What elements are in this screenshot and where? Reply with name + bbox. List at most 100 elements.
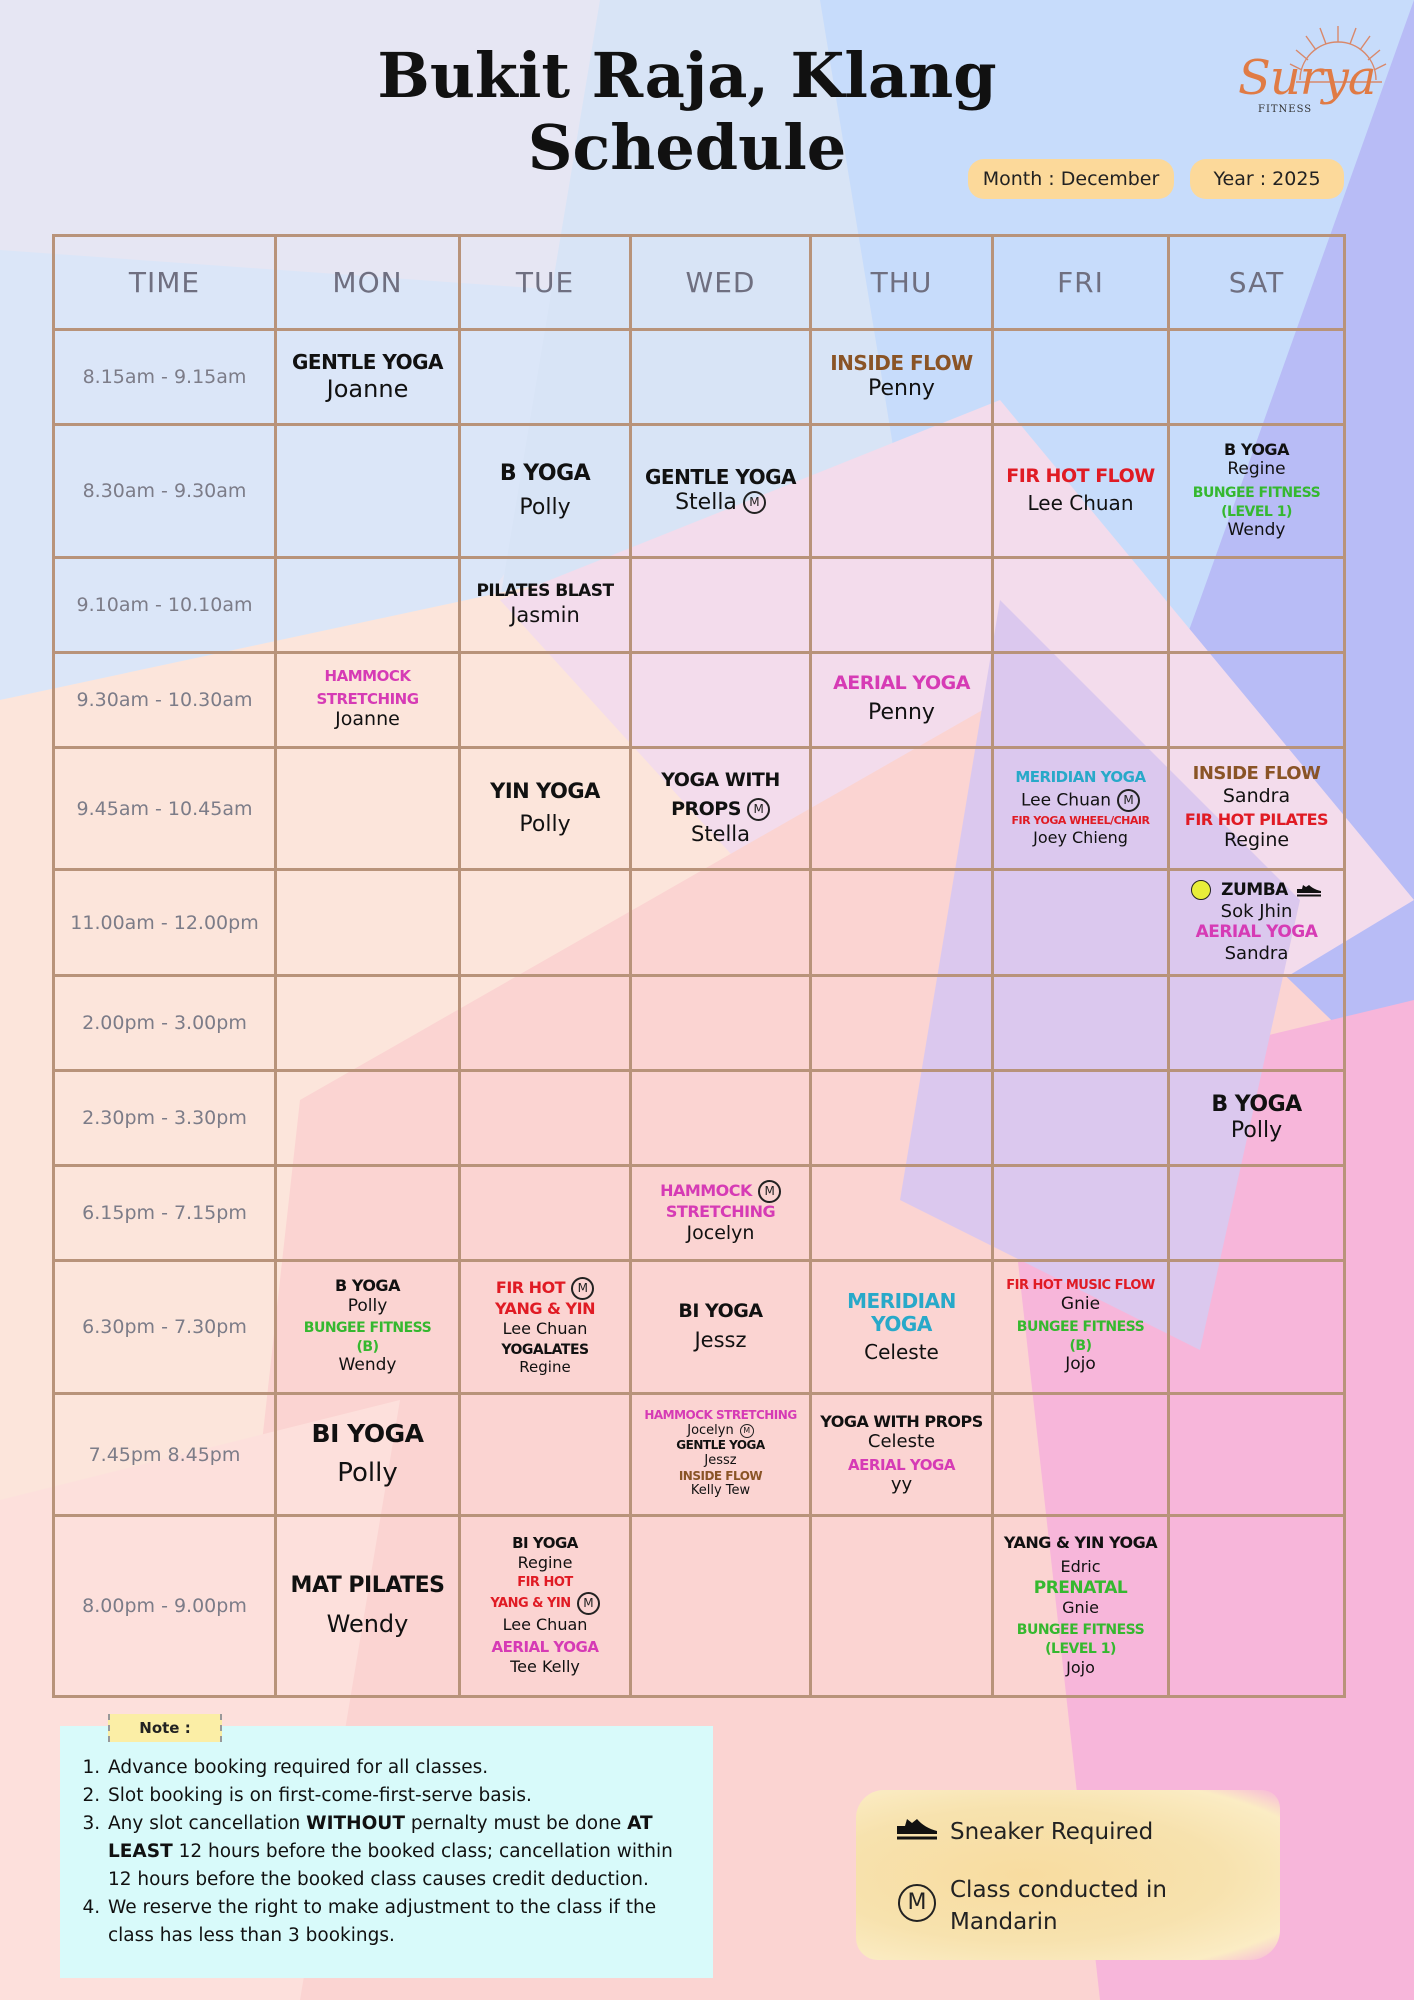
class-name: GENTLE YOGA — [645, 464, 797, 489]
year-badge: Year : 2025 — [1190, 159, 1344, 199]
table-row: 6.30pm - 7.30pm B YOGA Polly BUNGEE FITN… — [52, 1259, 1346, 1395]
class-name: B YOGA — [335, 1276, 400, 1296]
class-name-line2: STRETCHING — [316, 689, 419, 708]
class-name: BI YOGA — [512, 1534, 578, 1553]
empty-cell — [1167, 1514, 1346, 1698]
note-emphasis: WITHOUT — [306, 1813, 405, 1834]
legend-mandarin: M Class conducted in Mandarin — [894, 1874, 1167, 1938]
time-slot: 6.15pm - 7.15pm — [52, 1164, 277, 1262]
time-slot: 2.00pm - 3.00pm — [52, 974, 277, 1072]
class-level: (B) — [356, 1339, 379, 1356]
time-slot: 9.45am - 10.45am — [52, 746, 277, 871]
note-item: Advance booking required for all classes… — [106, 1754, 701, 1782]
instructor-name: Regine — [517, 1552, 573, 1572]
instructor-name: Gnie — [1062, 1598, 1099, 1618]
class-name: BUNGEE FITNESS — [1192, 484, 1321, 501]
instructor-name: Polly — [519, 494, 571, 520]
empty-cell — [991, 1164, 1170, 1262]
empty-cell — [458, 1164, 632, 1262]
empty-cell — [458, 1069, 632, 1167]
instructor-name: Wendy — [338, 1355, 397, 1376]
month-badge: Month : December — [968, 159, 1174, 199]
class-cell: GENTLE YOGA Stella M — [629, 423, 812, 559]
empty-cell — [809, 556, 994, 654]
time-slot: 8.15am - 9.15am — [52, 328, 277, 426]
header-row: TIME MON TUE WED THU FRI SAT — [52, 234, 1346, 331]
title-schedule: Schedule — [527, 111, 847, 184]
class-cell: HAMMOCK M STRETCHING Jocelyn — [629, 1164, 812, 1262]
class-cell: BI YOGA Jessz — [629, 1259, 812, 1395]
empty-cell — [458, 651, 632, 749]
mandarin-m-icon: M — [757, 1180, 781, 1204]
instructor-name: Lee Chuan — [502, 1615, 588, 1635]
class-cell: BI YOGA Polly — [274, 1392, 461, 1517]
mandarin-m-icon: M — [746, 797, 770, 821]
instructor-name: Sandra — [1224, 942, 1289, 964]
table-row: 2.30pm - 3.30pm B YOGA Polly — [52, 1069, 1346, 1167]
instructor-name: Joanne — [326, 374, 409, 403]
class-name: YIN YOGA — [490, 778, 600, 803]
instructor-name: Jocelyn — [687, 1423, 734, 1439]
class-name: AERIAL YOGA — [833, 672, 970, 695]
empty-cell — [274, 746, 461, 871]
empty-cell — [1167, 651, 1346, 749]
empty-cell — [1167, 1164, 1346, 1262]
instructor-name: Wendy — [1227, 519, 1286, 540]
note-text: Any slot cancellation — [108, 1813, 307, 1834]
instructor-name: Lee Chuan — [1027, 491, 1134, 516]
empty-cell — [991, 328, 1170, 426]
class-cell: INSIDE FLOW Penny — [809, 328, 994, 426]
instructor-name: Regine — [1223, 829, 1290, 852]
instructor-name: Joey Chieng — [1033, 827, 1128, 847]
empty-cell — [809, 1164, 994, 1262]
class-cell: YOGA WITH PROPS M Stella — [629, 746, 812, 871]
class-name: AERIAL YOGA — [491, 1638, 599, 1657]
logo-wordmark: Surya — [1238, 50, 1376, 106]
class-level: (LEVEL 1) — [1045, 1641, 1116, 1658]
mandarin-m-icon: M — [739, 1423, 754, 1438]
class-name-line2: YANG & YIN — [495, 1299, 595, 1319]
class-name: B YOGA — [1211, 1091, 1302, 1117]
instructor-name: Jojo — [1065, 1354, 1096, 1375]
class-name: INSIDE FLOW — [1192, 763, 1321, 785]
class-level: (LEVEL 1) — [1221, 503, 1292, 520]
class-cell: B YOGA Polly — [1167, 1069, 1346, 1167]
empty-cell — [991, 556, 1170, 654]
legend-panel: Sneaker Required M Class conducted in Ma… — [856, 1790, 1280, 1960]
surya-fitness-logo: Surya FITNESS — [1230, 22, 1390, 122]
instructor-name: Wendy — [326, 1609, 409, 1638]
empty-cell — [809, 1069, 994, 1167]
instructor-name: Stella — [675, 489, 737, 515]
col-header-thu: THU — [809, 234, 994, 331]
col-header-wed: WED — [629, 234, 812, 331]
logo-subtitle: FITNESS — [1258, 104, 1313, 115]
class-name: BUNGEE FITNESS — [1016, 1622, 1145, 1639]
mandarin-m-icon: M — [898, 1884, 936, 1922]
empty-cell — [809, 1514, 994, 1698]
class-name: MERIDIAN YOGA — [847, 1288, 956, 1336]
instructor-name: Joanne — [335, 707, 400, 730]
legend-sneaker: Sneaker Required — [894, 1816, 1153, 1848]
class-cell: B YOGA Polly BUNGEE FITNESS (B) Wendy — [274, 1259, 461, 1395]
empty-cell — [458, 974, 632, 1072]
class-cell: GENTLE YOGA Joanne — [274, 328, 461, 426]
legend-sneaker-label: Sneaker Required — [950, 1819, 1154, 1845]
class-level: (B) — [1069, 1337, 1092, 1354]
sneaker-icon — [1296, 884, 1321, 897]
instructor-name: Sandra — [1222, 784, 1291, 807]
class-cell: FIR HOT MUSIC FLOW Gnie BUNGEE FITNESS (… — [991, 1259, 1170, 1395]
instructor-name: Jasmin — [510, 602, 580, 627]
class-schedule-table: TIME MON TUE WED THU FRI SAT 8.15am - 9.… — [52, 234, 1346, 1698]
class-name: GENTLE YOGA — [676, 1438, 765, 1453]
instructor-name: Polly — [337, 1457, 398, 1488]
note-item: We reserve the right to make adjustment … — [106, 1894, 701, 1950]
class-cell: INSIDE FLOW Sandra FIR HOT PILATES Regin… — [1167, 746, 1346, 871]
class-cell: PILATES BLAST Jasmin — [458, 556, 632, 654]
class-name: B YOGA — [499, 460, 591, 486]
mandarin-m-icon: M — [1117, 789, 1141, 813]
empty-cell — [274, 974, 461, 1072]
class-name-line2: PROPS — [671, 797, 741, 820]
mandarin-m-icon: M — [576, 1592, 600, 1616]
empty-cell — [1167, 1392, 1346, 1517]
